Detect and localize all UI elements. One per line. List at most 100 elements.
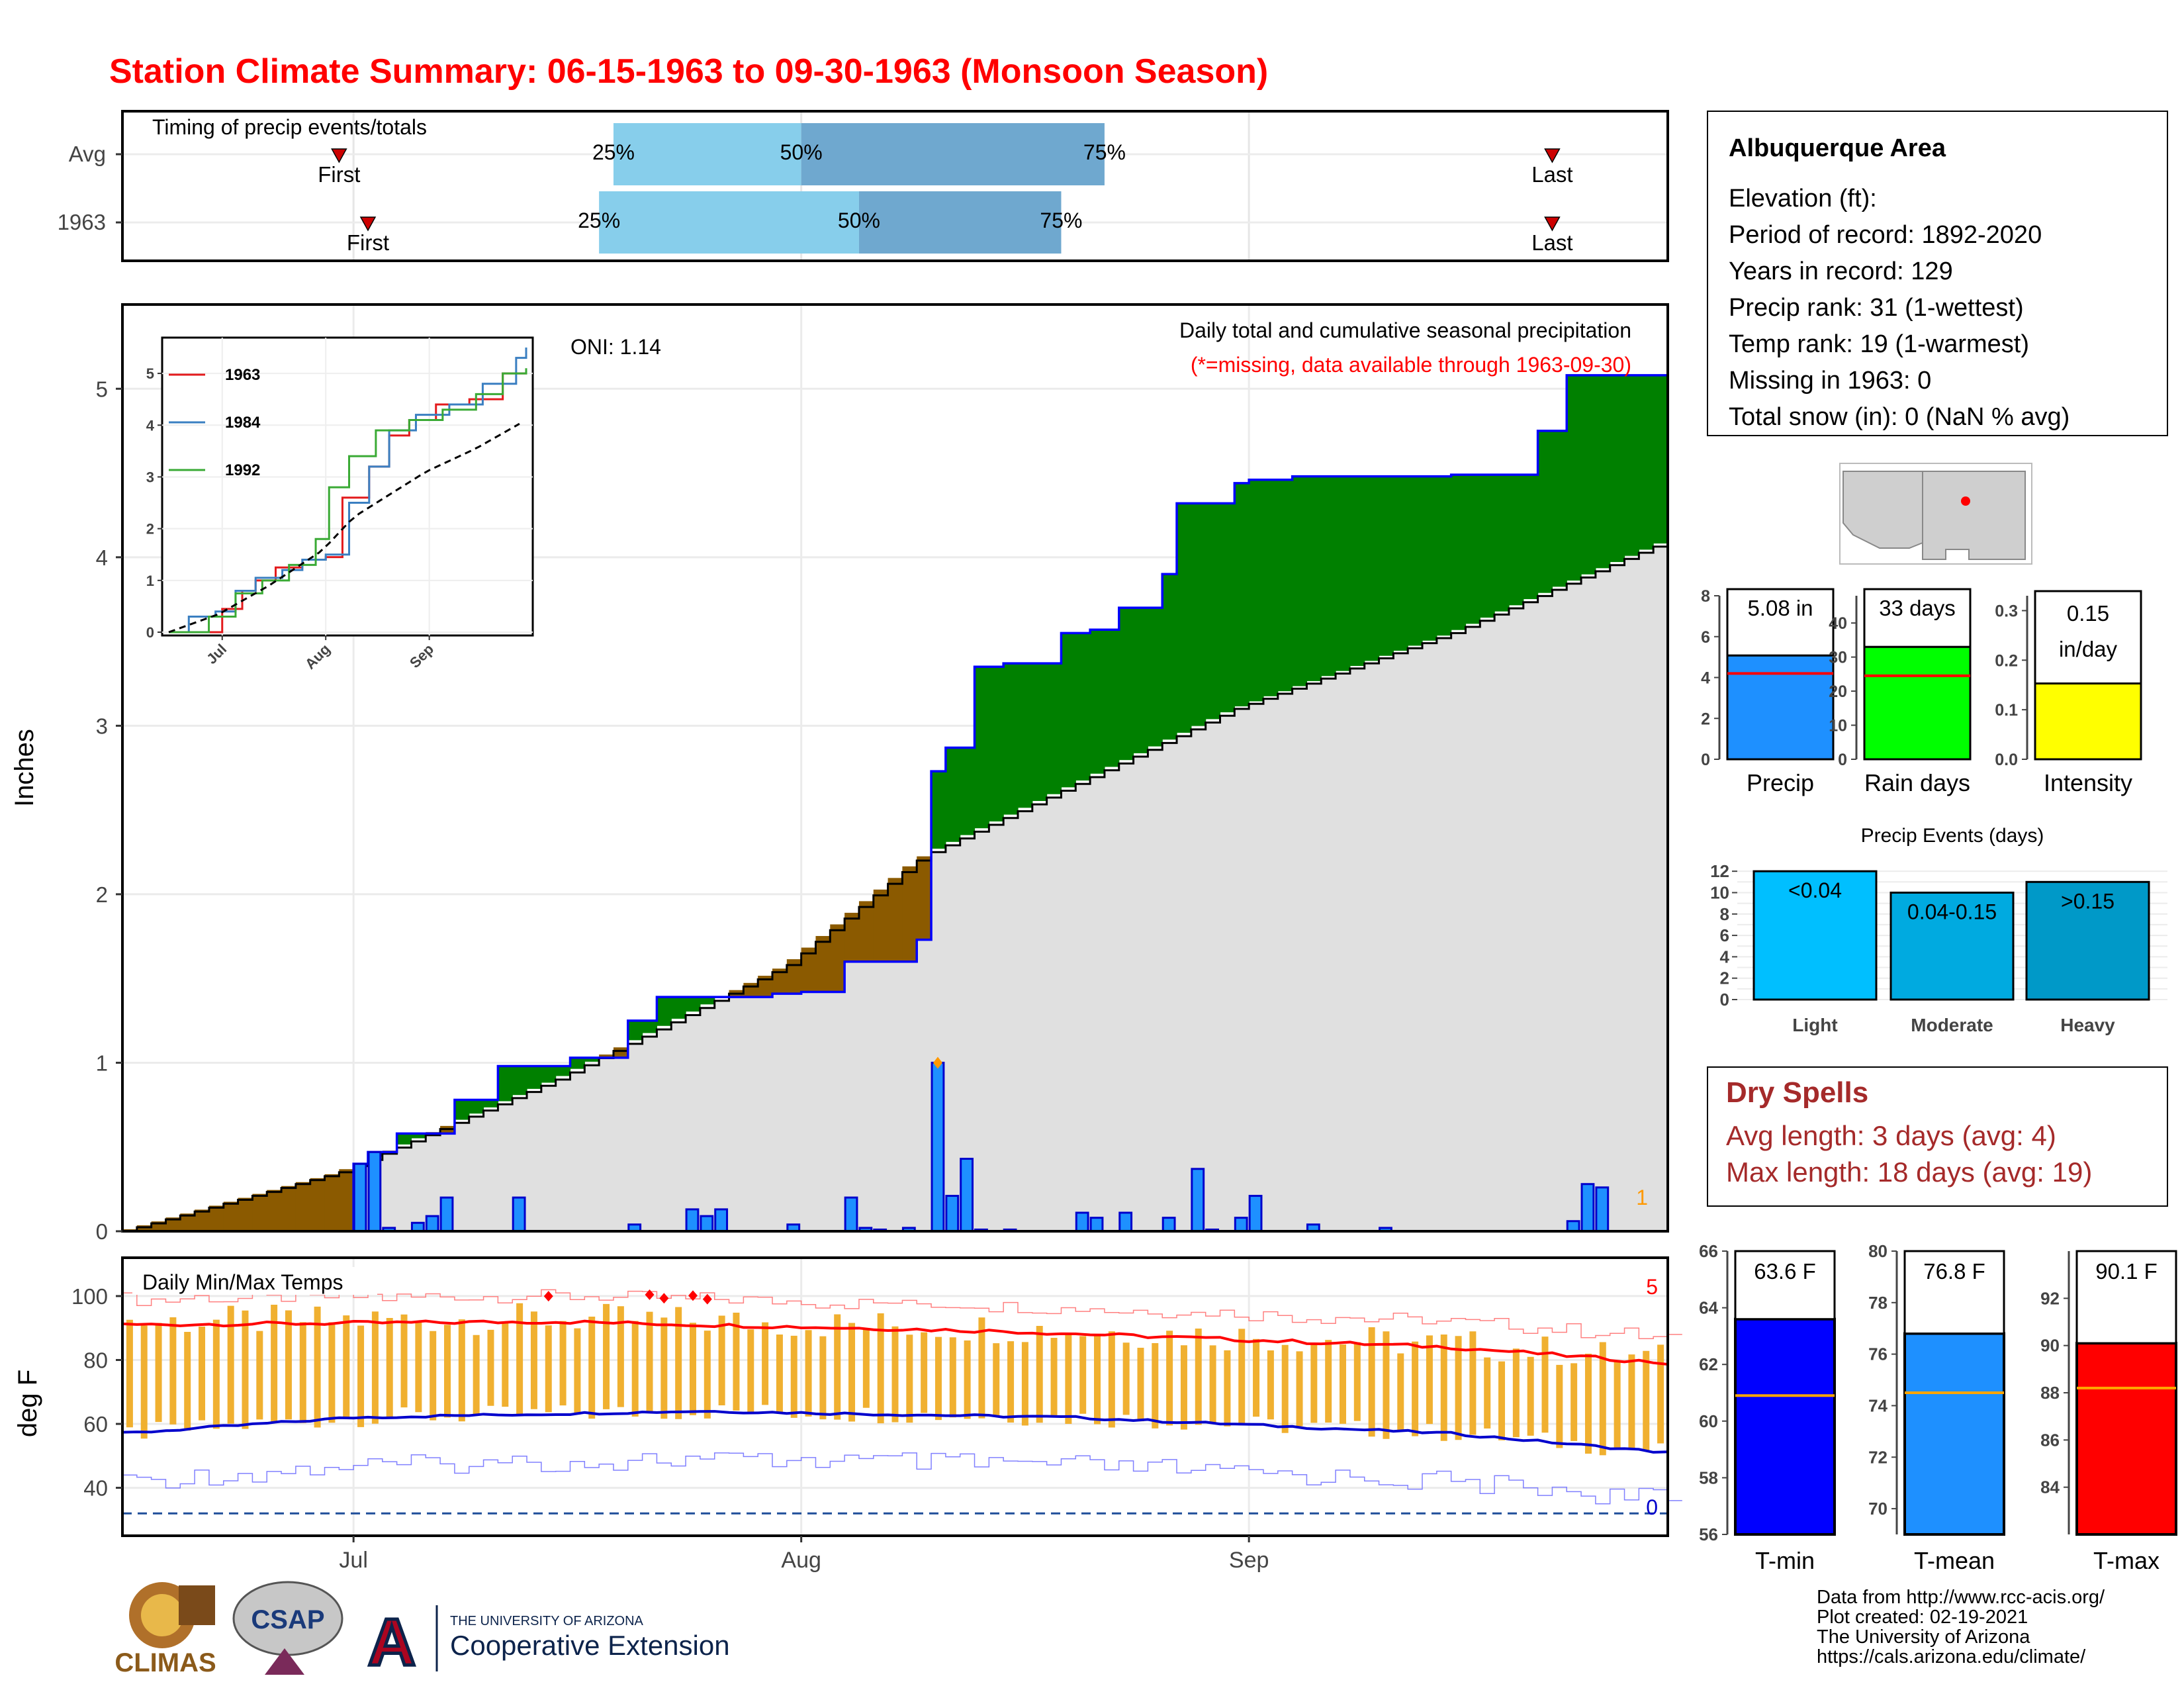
temp-bar-label-T-min: T-min	[1755, 1547, 1815, 1574]
precip-anomaly-day-31	[570, 1057, 585, 1069]
events-cat-Moderate: Moderate	[1911, 1015, 1993, 1035]
timing-bars: 25% 50% 75% First Last 25% 50% 75% First Last	[116, 123, 1573, 255]
precip-anomaly-day-68	[1104, 630, 1120, 767]
precip-anomaly-day-32	[584, 1057, 600, 1062]
station-line-0: Elevation (ft):	[1729, 185, 1877, 212]
precip-anomaly-day-28	[527, 1066, 542, 1089]
precip-anomaly-day-36	[642, 1020, 658, 1033]
precip-anomaly-day-104	[1624, 375, 1639, 556]
timing-last-label-avg: Last	[1531, 162, 1572, 187]
inset-legend-label-1963: 1963	[225, 366, 260, 384]
temp-bar-charts: 56 58 60 62 64 66 63.6 F T-min 70 72 74 76 78 80 76.8 …	[1699, 1241, 2177, 1574]
daily-precip-bar-09-24	[1580, 1183, 1595, 1233]
daily-precip-bar-09-23	[1566, 1220, 1580, 1233]
events-bar-label-Moderate: 0.04-0.15	[1907, 900, 1997, 923]
precip-anomaly-day-85	[1349, 476, 1365, 666]
events-bar-Moderate	[1889, 891, 2015, 1001]
precip-y-ticks: 0 1 2 3 4 5	[96, 377, 122, 1244]
station-line-5: Missing in 1963: 0	[1729, 367, 1931, 395]
summary-tick-label-0-6: 6	[1701, 628, 1710, 647]
precip-anomaly-day-4	[180, 1213, 195, 1231]
precip-anomaly-day-30	[555, 1066, 571, 1076]
precip-anomaly-day-59	[974, 667, 989, 829]
temp-ytick-label-100: 100	[71, 1284, 108, 1309]
precip-anomaly-day-49	[830, 924, 845, 992]
precip-anomaly-day-24	[469, 1100, 484, 1114]
precip-anomaly-day-35	[627, 1020, 643, 1041]
precip-anomaly-day-10	[267, 1190, 282, 1231]
precip-anomaly-day-27	[512, 1066, 527, 1096]
temp-bar-tick-label-0-60: 60	[1699, 1411, 1718, 1431]
precip-anomaly-day-58	[960, 747, 976, 835]
summary-value-unit-Intensity: in/day	[2059, 637, 2118, 661]
station-line-3: Precip rank: 31 (1-wettest)	[1729, 294, 2024, 322]
precip-anomaly-day-12	[295, 1182, 311, 1231]
events-cat-Heavy: Heavy	[2060, 1015, 2115, 1035]
csap-text: CSAP	[251, 1605, 324, 1634]
precip-anomaly-day-23	[454, 1100, 470, 1120]
temp-bar-tick-label-1-70: 70	[1868, 1499, 1888, 1519]
daily-precip-bar-08-10	[931, 1061, 945, 1233]
precip-anomaly-day-105	[1639, 375, 1654, 550]
summary-label-Rain days: Rain days	[1864, 769, 1970, 796]
daily-precip-bar-07-24	[685, 1208, 700, 1233]
climas-emblem-block	[179, 1585, 215, 1625]
precip-anomaly-day-8	[238, 1197, 253, 1231]
precip-anomaly-day-50	[844, 912, 860, 962]
precip-anomaly-day-83	[1321, 476, 1336, 677]
temp-bar-tick-label-0-62: 62	[1699, 1354, 1718, 1374]
dry-spells-avg: Avg length: 3 days (avg: 4)	[1726, 1120, 2056, 1151]
missing-count: 1	[1636, 1186, 1648, 1209]
events-bar-label-Heavy: >0.15	[2061, 889, 2115, 913]
summary-value-Intensity: 0.15	[2067, 601, 2109, 626]
record-high-marker-4	[702, 1293, 712, 1305]
precip-anomaly-day-29	[541, 1066, 557, 1083]
x-tick-label-Aug: Aug	[781, 1548, 821, 1573]
timing-last-label-1963: Last	[1531, 230, 1572, 255]
precip-anomaly-day-39	[686, 997, 701, 1012]
inset-ytick-label-4: 4	[146, 417, 155, 434]
timing-row-1963-label: 1963	[58, 210, 106, 234]
credit-line-4: https://cals.arizona.edu/climate/	[1817, 1646, 2086, 1667]
events-tick-label-4: 4	[1720, 947, 1730, 966]
inset-ytick-label-2: 2	[146, 521, 154, 538]
timing-bar-avg-q1	[613, 123, 801, 185]
precip-anomaly-day-89	[1408, 476, 1423, 646]
precip-anomaly-day-96	[1508, 475, 1524, 606]
temp-bar-T-min	[1734, 1317, 1836, 1536]
precip-anomaly-day-33	[599, 1055, 614, 1058]
temp-value-box-T-mean	[1903, 1250, 2005, 1335]
record-low-count: 0	[1646, 1495, 1658, 1519]
precip-anomaly-day-100	[1567, 375, 1582, 581]
precip-ytick-label-3: 3	[96, 714, 108, 738]
precip-anomaly-day-65	[1061, 633, 1076, 788]
oni-label: ONI: 1.14	[570, 335, 661, 359]
credit-line-1: Data from http://www.rcc-acis.org/	[1817, 1587, 2105, 1608]
ua-block-a: A	[368, 1605, 416, 1679]
record-high-marker-0	[543, 1291, 553, 1302]
record-high-marker-2	[659, 1293, 669, 1304]
temp-bar-tick-label-2-92: 92	[2040, 1288, 2060, 1308]
daily-precip-bar-08-04	[844, 1196, 858, 1233]
temp-value-box-T-max	[2075, 1250, 2177, 1344]
precip-anomaly-day-103	[1610, 375, 1625, 563]
precip-anomaly-day-98	[1537, 430, 1553, 593]
precip-ytick-label-2: 2	[96, 882, 108, 907]
x-axis-ticks: Jul Aug Sep	[339, 1536, 1269, 1573]
precip-areas	[122, 374, 1669, 1233]
daily-precip-bar-09-01	[1248, 1195, 1263, 1233]
precip-anomaly-day-95	[1494, 475, 1510, 612]
figure-title: Station Climate Summary: 06-15-1963 to 0…	[109, 52, 1268, 91]
ua-big-text: Cooperative Extension	[450, 1630, 730, 1661]
precip-anomaly-day-72	[1162, 574, 1177, 740]
summary-bar-Precip	[1726, 654, 1835, 761]
record-high-marker-3	[688, 1290, 698, 1301]
precip-anomaly-day-9	[252, 1194, 267, 1231]
timing-last-marker-avg	[1544, 148, 1561, 164]
precip-panel: 0 1 2 3 4 5 Inches ONI: 1.14 Daily total and …	[10, 303, 1669, 1244]
summary-tick-label-1-20: 20	[1829, 682, 1847, 701]
precip-anomaly-day-47	[801, 947, 817, 992]
timing-pct-1963-1: 50%	[838, 209, 880, 232]
temp-bar-tick-label-1-76: 76	[1868, 1344, 1888, 1364]
